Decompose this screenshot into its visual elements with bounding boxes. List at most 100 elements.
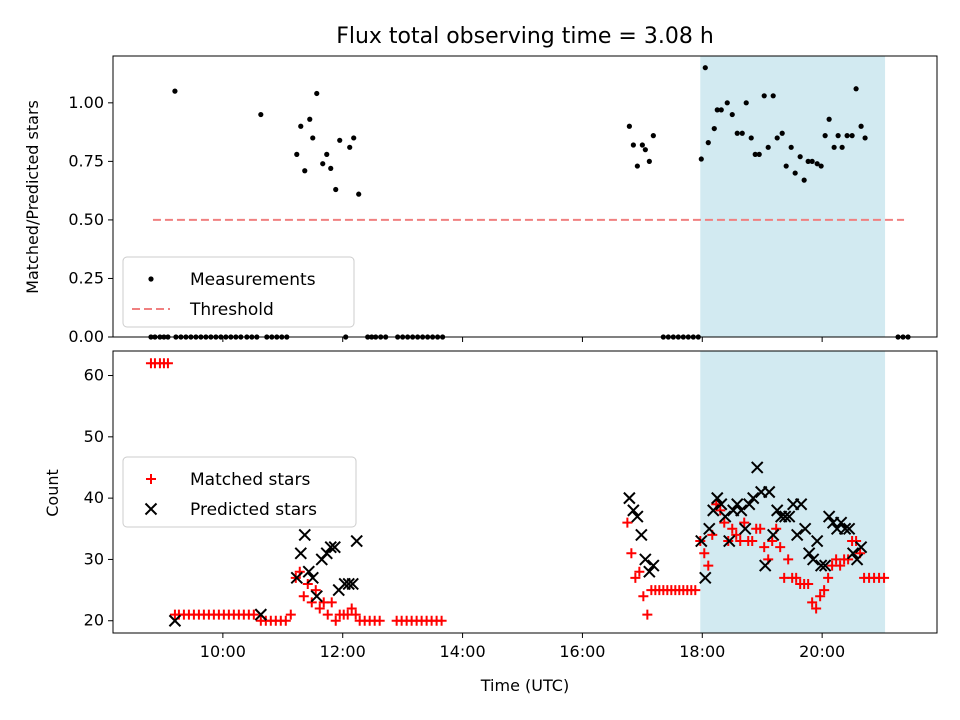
measurement-point [839,144,845,150]
measurement-point [826,116,832,122]
matched-star-point [162,358,173,369]
predicted-star-point [798,522,812,535]
matched-star-point [314,603,325,614]
measurement-point [761,93,767,99]
measurement-point [809,158,815,164]
legend-box [122,456,357,528]
matched-star-point [715,505,726,516]
measurement-point [714,107,720,113]
measurement-point [743,100,749,106]
matched-star-point [719,517,730,528]
predicted-star-point [743,498,756,511]
measurement-point [858,123,864,129]
matched-star-point [326,597,337,608]
measurement-point [774,135,780,141]
measurement-point [307,116,313,122]
predicted-star-point [695,534,708,548]
predicted-star-point [782,510,796,523]
y-tick-label: 60 [84,366,104,385]
matched-star-point [803,578,814,589]
matched-star-point [634,566,645,577]
predicted-star-point [739,522,752,535]
matched-star-point [346,603,357,614]
x-tick-label: 14:00 [440,642,486,661]
y-tick-label: 40 [84,488,104,507]
predicted-star-point [302,565,315,578]
measurement-point [626,123,632,129]
legend-cross-marker [144,502,158,516]
measurement-point [314,90,320,97]
matched-star-point [739,517,750,528]
legend: Measurements Threshold [122,256,355,328]
predicted-star-point [643,565,656,578]
legend-label: Measurements [190,270,316,290]
measurement-point [351,135,357,141]
measurement-point [258,111,264,118]
measurement-point [739,130,745,136]
measurement-point [705,140,711,146]
predicted-star-point [639,553,652,566]
predicted-star-point [290,571,303,585]
measurement-point [801,177,807,183]
predicted-star-point [627,504,640,517]
predicted-star-point [310,590,323,603]
y-tick-label: 0.00 [68,327,104,346]
x-axis-label: Time (UTC) [480,676,569,695]
matched-star-point [280,615,291,626]
measurement-point [822,133,828,139]
axes-frame [112,350,938,634]
measurement-point [642,147,648,153]
predicted-star-point [735,504,748,517]
matched-star-point [638,591,649,602]
measurement-point [702,65,708,71]
measurement-point [320,161,326,167]
legend-plus-marker [146,474,156,484]
predicted-star-point [854,540,868,554]
matched-star-point [703,560,714,571]
measurement-point [328,165,334,171]
predicted-star-point [814,559,828,572]
legend-label: Predicted stars [190,500,317,520]
measurement-point [337,137,343,143]
predicted-star-point [794,498,808,511]
predicted-star-point [770,504,784,517]
ratio-panel: 0.00 0.25 0.50 0.75 1.00 Measurements Threshol… [68,55,938,346]
measurement-point [770,93,776,99]
matched-star-point [302,578,313,589]
legend-dot-marker [148,276,154,282]
matched-star-point [436,615,447,626]
predicted-star-point [818,559,832,572]
predicted-star-point [324,540,337,554]
matched-star-point [835,560,846,571]
measurement-point [818,163,824,169]
predicted-star-point [778,510,792,523]
matched-star-point [374,615,385,626]
predicted-star-point [254,608,268,621]
measurement-point [698,156,704,162]
measurement-point [831,144,837,150]
predicted-star-point [635,528,648,542]
measurement-point [324,151,330,157]
predicted-star-point [346,577,359,591]
predicted-star-point [719,510,732,523]
measurement-point [849,133,855,139]
predicted-star-point [846,547,860,560]
matched-star-point [306,597,317,608]
matched-star-point [775,542,786,553]
measurement-point [639,142,645,148]
measurement-point [814,161,820,167]
bottom-y-axis-label: Count [43,469,62,517]
predicted-star-point [631,510,644,523]
predicted-star-point [328,540,341,554]
predicted-star-point [810,534,824,548]
measurement-point [797,154,803,160]
legend-label: Threshold [189,300,274,320]
matched-star-point [626,548,637,559]
matched-star-point [811,603,822,614]
predicted-star-point [723,534,736,548]
measurement-point [765,144,771,150]
matched-star-point [759,542,770,553]
matched-star-point [747,536,758,547]
matched-star-point [322,609,333,620]
